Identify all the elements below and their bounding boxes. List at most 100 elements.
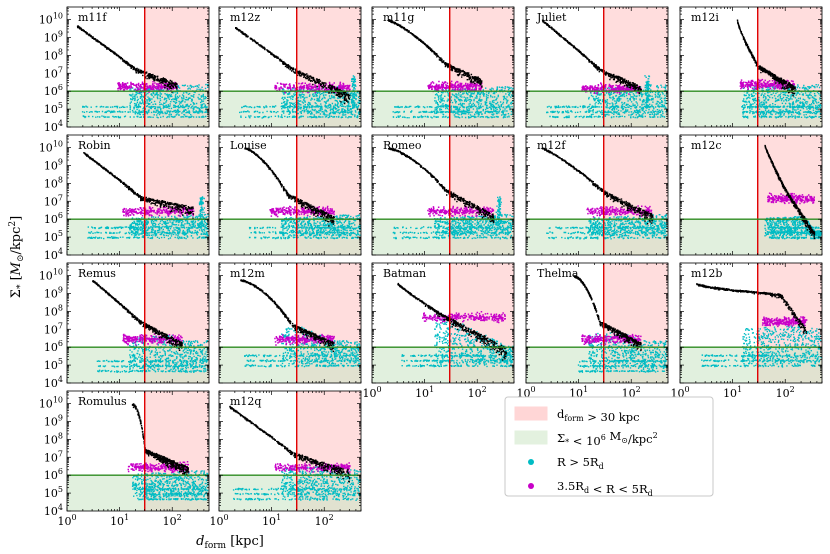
legend-label: dform > 30 kpc [557,407,640,424]
y-tick-label: 105 [44,229,63,244]
inner-points [229,405,351,483]
y-tick-label: 104 [44,247,63,262]
panel-m12z: m12z [218,6,362,128]
panel-frame [66,6,210,128]
panel-label: m12f [537,139,566,152]
y-tick-label: 106 [44,83,63,98]
y-tick-label: 104 [44,375,63,390]
panel-label: m12b [691,267,722,280]
panel-remus: 104 105 106 107 108 109 1010 Remus [39,262,210,390]
panel-frame [66,134,210,256]
inner-points [240,279,335,352]
legend-label: R > 5Rd [557,455,604,471]
y-tick-label: 1010 [39,268,63,283]
inner-points [387,147,495,224]
legend-entry: Σ* < 106 M⊙/kpc2 [514,429,658,448]
panel-m12c: m12c [679,134,823,256]
outer-disk-points [401,318,514,368]
y-tick-label: 1010 [39,12,63,27]
panel-robin: 104 105 106 107 108 109 1010 Robin [39,134,210,262]
inner-points [696,283,807,335]
panel-m12i: m12i [679,6,823,128]
mid-disk-points [122,333,183,346]
legend-swatch [514,406,548,421]
y-tick-label: 106 [44,339,63,354]
x-axis-label: dform [kpc] [196,534,264,551]
y-tick-label: 108 [44,431,63,446]
panel-frame [525,6,669,128]
panel-frame [525,262,669,384]
y-axis-label: Σ* [M⊙/kpc2] [8,216,26,298]
panel-romulus: 104 105 106 107 108 109 1010 100 101 102 Romulus [39,390,210,528]
axis-labels: dform [kpc] Σ* [M⊙/kpc2] [8,216,264,551]
y-tick-label: 1010 [39,396,63,411]
panel-label: m12m [230,267,265,280]
panel-frame [218,390,362,512]
x-tick-label: 100 [57,513,76,528]
panel-m12q: 100 101 102 m12q [209,390,362,528]
y-tick-label: 109 [44,29,63,44]
panel-label: m11f [78,11,107,24]
legend-entry: 3.5Rd < R < 5Rd [528,479,653,498]
panel-batman: 100 101 102 Batman [362,262,515,400]
panel-frame [679,6,823,128]
outer-disk-points [392,86,514,119]
x-tick-label: 102 [776,385,795,400]
inner-points [764,144,816,240]
legend-entry: dform > 30 kpc [514,406,640,424]
inner-points [244,147,335,227]
x-tick-label: 100 [209,513,228,528]
low-density-region [526,347,668,383]
outer-disk-points [87,196,209,240]
mid-disk-points [422,311,506,324]
panel-label: m12c [691,139,722,152]
outer-disk-points [701,324,822,368]
panel-frame [679,262,823,384]
outer-disk-points [741,83,822,119]
outer-disk-points [244,326,361,368]
low-density-region [526,91,668,127]
x-tick-label: 101 [415,385,434,400]
outer-disk-points [131,470,209,501]
panel-m11f: 104 105 106 107 108 109 1010 m11f [39,6,210,134]
mid-disk-points [427,80,483,93]
mid-disk-points [269,205,335,218]
panel-label: Romeo [383,139,422,152]
panel-label: Remus [78,267,116,280]
mid-disk-points [274,461,351,473]
legend-label: Σ* < 106 M⊙/kpc2 [557,429,658,448]
legend-marker [528,459,534,465]
y-tick-label: 107 [44,449,63,464]
panel-frame [371,134,515,256]
panel-frame [66,390,210,512]
legend: dform > 30 kpc Σ* < 106 M⊙/kpc2 R > 5Rd 3.5… [504,396,714,498]
panel-m11g: m11g [371,6,515,128]
panel-louise: Louise [218,134,362,256]
panel-label: Thelma [537,267,579,280]
outer-disk-points [96,334,209,373]
x-tick-label: 100 [362,385,381,400]
inner-points [131,403,189,477]
panel-frame [66,262,210,384]
x-tick-label: 101 [262,513,281,528]
mid-disk-points [122,205,195,217]
y-tick-label: 104 [44,119,63,134]
panel-frame [371,262,515,384]
y-tick-label: 109 [44,285,63,300]
panel-frame [525,134,669,256]
panel-frame [218,134,362,256]
legend-label: 3.5Rd < R < 5Rd [557,479,653,498]
inner-points [573,275,642,351]
mid-disk-points [117,81,178,93]
x-tick-label: 102 [468,385,487,400]
panel-juliet: Juliet [525,6,669,128]
y-tick-label: 107 [44,193,63,208]
y-tick-label: 106 [44,467,63,482]
x-tick-label: 102 [163,513,182,528]
panel-m12m: m12m [218,262,362,384]
panel-label: Romulus [78,395,127,408]
outer-disk-points [392,196,514,240]
inner-points [76,25,178,93]
